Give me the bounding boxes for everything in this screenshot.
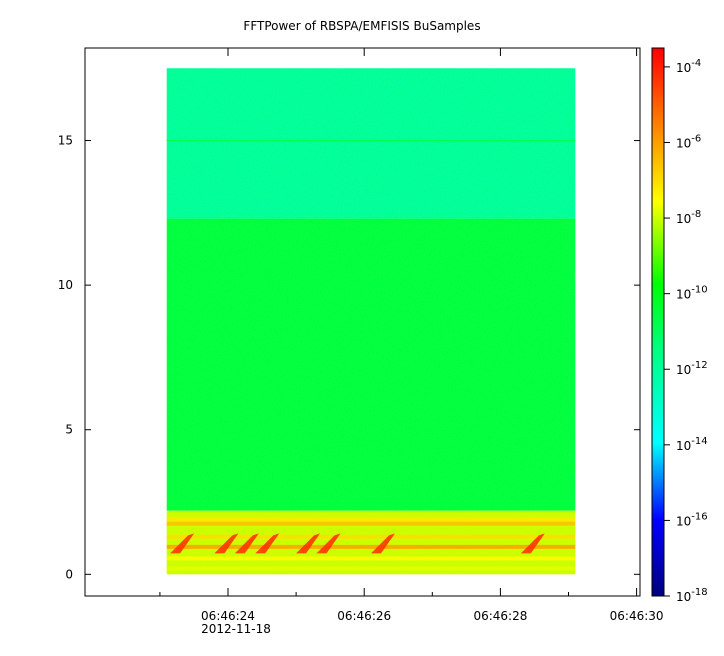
colorbar-tick-label: 10-18 — [676, 587, 708, 604]
colorbar-tick-label: 10-4 — [676, 58, 701, 75]
colorbar-tick-label: 10-8 — [676, 209, 701, 226]
spectrogram — [166, 68, 576, 575]
colorbar-tick-label: 10-16 — [676, 511, 708, 528]
colorbar-axis: 10-4 10-6 10-8 10-10 10-12 10-14 10-16 10-18 — [664, 58, 708, 604]
y-tick-label: 10 — [58, 278, 73, 292]
x-tick-date-label: 2012-11-18 — [201, 622, 271, 636]
colorbar-tick-label: 10-6 — [676, 133, 701, 150]
y-tick-label: 5 — [65, 423, 73, 437]
y-axis: 0 5 10 15 — [58, 134, 640, 581]
x-tick-label: 06:46:30 — [610, 609, 664, 623]
y-tick-label: 0 — [65, 567, 73, 581]
spectrogram-texture — [166, 68, 576, 575]
colorbar — [651, 47, 665, 597]
colorbar-tick-label: 10-14 — [676, 436, 708, 453]
chart-title: FFTPower of RBSPA/EMFISIS BuSamples — [243, 19, 480, 33]
x-tick-label: 06:46:28 — [473, 609, 527, 623]
y-tick-label: 15 — [58, 134, 73, 148]
colorbar-tick-label: 10-12 — [676, 360, 708, 377]
x-tick-label: 06:46:24 — [201, 609, 255, 623]
x-tick-label: 06:46:26 — [337, 609, 391, 623]
colorbar-tick-label: 10-10 — [676, 285, 708, 302]
